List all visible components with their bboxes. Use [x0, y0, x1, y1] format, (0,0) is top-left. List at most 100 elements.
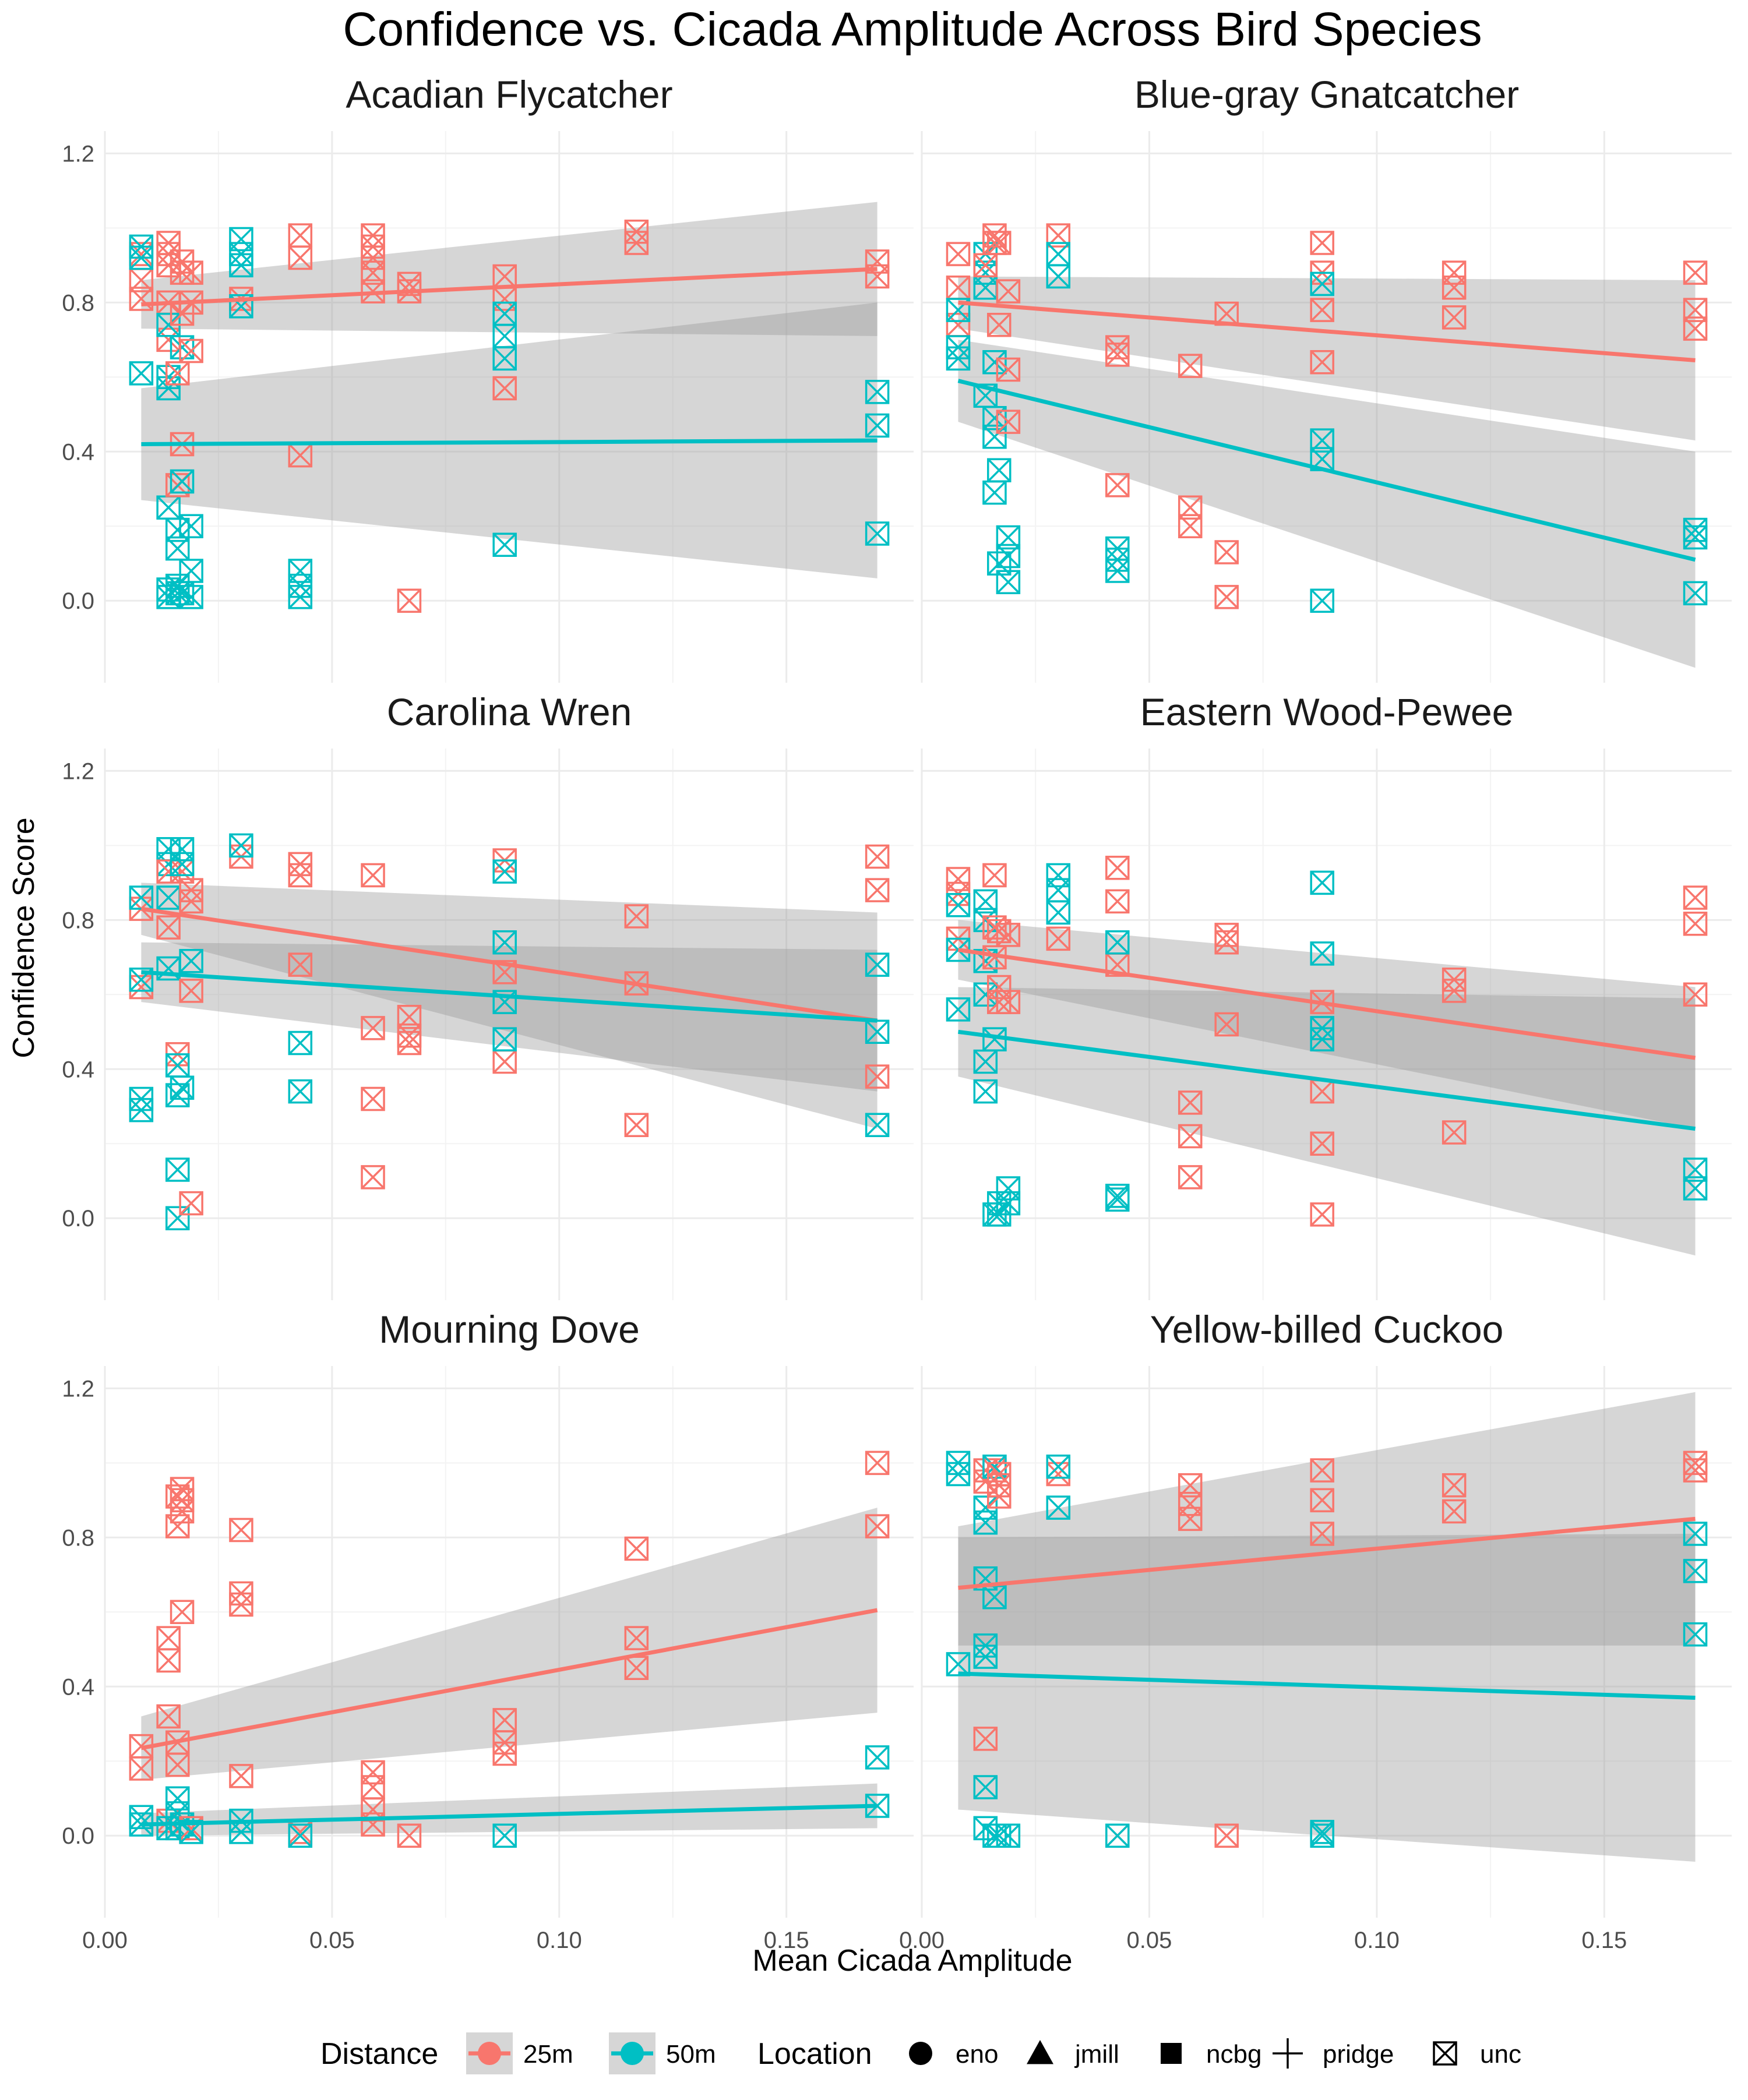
y-tick-label: 0.0 [62, 1823, 94, 1849]
data-point [987, 312, 1012, 337]
data-point [1046, 1455, 1071, 1479]
data-point [624, 231, 649, 255]
confidence-band-25m [958, 1392, 1696, 1646]
data-point [229, 1592, 253, 1617]
legend-label: jmill [1074, 2040, 1119, 2069]
data-point [1178, 1124, 1203, 1149]
data-point [288, 952, 313, 977]
legend-item-eno: eno [909, 2040, 998, 2069]
data-point [1310, 271, 1334, 297]
data-point [982, 1027, 1007, 1051]
trend-line-50m [958, 1671, 1696, 1700]
data-point [865, 1064, 890, 1089]
data-point [865, 1113, 890, 1138]
data-point [170, 1075, 195, 1100]
legend-label: pridge [1323, 2040, 1394, 2069]
data-point [492, 1741, 517, 1766]
confidence-band-50m [141, 942, 877, 1092]
trend-line-50m [957, 379, 1696, 562]
legend-label: eno [956, 2040, 998, 2069]
data-point [1310, 1458, 1334, 1483]
panel-carolina-wren: Carolina Wren 0.0 0.4 0.8 1.2 [62, 690, 914, 1300]
data-point [1105, 930, 1130, 955]
data-point [288, 1823, 313, 1848]
data-point [1683, 885, 1708, 910]
data-point [1683, 1458, 1708, 1483]
data-point [129, 361, 154, 386]
data-point [973, 1079, 998, 1104]
data-point [1310, 1027, 1334, 1051]
data-point [865, 1794, 890, 1818]
y-tick-label: 1.2 [62, 1376, 94, 1402]
data-point [179, 979, 203, 1003]
x-tick-label: 0.00 [899, 1928, 945, 1953]
data-points [946, 856, 1708, 1227]
panel-blue-gray-gnatcatcher: Blue-gray Gnatcatcher [921, 73, 1732, 683]
data-point [982, 863, 1007, 888]
trend-line-25m [140, 1608, 878, 1750]
legend: Distance 25m 50m Location eno jmill ncbg pridge… [320, 2032, 1521, 2074]
panel-acadian-flycatcher: Acadian Flycatcher 0.0 0.4 0.8 1.2 [62, 73, 914, 683]
data-point [1442, 305, 1467, 330]
legend-key-square [1161, 2043, 1182, 2064]
data-point [1310, 1823, 1334, 1848]
data-point [865, 413, 890, 438]
data-point [165, 1752, 190, 1777]
y-tick-label: 0.8 [62, 908, 94, 933]
data-point [1105, 889, 1130, 914]
data-point [1683, 525, 1708, 550]
data-point [170, 1600, 195, 1625]
data-point [361, 1165, 385, 1190]
data-point [1442, 1473, 1467, 1498]
confidence-band-50m [958, 340, 1696, 668]
y-tick-label: 0.8 [62, 290, 94, 316]
data-point [1105, 1823, 1130, 1848]
data-point [624, 1626, 649, 1650]
confidence-band-50m [141, 1783, 877, 1836]
data-point [179, 585, 203, 609]
data-point [1046, 264, 1071, 289]
legend-title-location: Location [757, 2037, 872, 2071]
trend-line-50m [958, 1029, 1696, 1131]
data-point [996, 923, 1021, 947]
data-point [229, 1517, 253, 1543]
trend-line-50m [141, 1803, 877, 1827]
legend-label: 50m [666, 2040, 716, 2069]
data-point [996, 990, 1021, 1014]
panel-title: Eastern Wood-Pewee [1140, 690, 1514, 733]
y-tick-label: 0.4 [62, 1674, 94, 1700]
data-point [1442, 979, 1467, 1003]
data-point [865, 1514, 890, 1538]
legend-key-triangle [1027, 2040, 1053, 2064]
y-tick-label: 0.8 [62, 1525, 94, 1551]
data-point [492, 859, 517, 884]
x-tick-label: 0.05 [309, 1928, 355, 1953]
confidence-band-50m [958, 1533, 1696, 1862]
data-point [973, 1644, 998, 1669]
data-point [1442, 1499, 1467, 1524]
data-point [179, 260, 203, 285]
data-point [179, 514, 203, 539]
x-axis-label: Mean Cicada Amplitude [752, 1944, 1072, 1978]
grid [104, 749, 914, 1300]
data-point [973, 1510, 998, 1535]
y-tick-label: 0.4 [62, 1057, 94, 1082]
data-point [1178, 1090, 1203, 1115]
grid [921, 131, 1732, 683]
data-point [1310, 870, 1334, 895]
data-point [1683, 911, 1708, 936]
data-point [288, 245, 313, 270]
data-point [361, 863, 385, 888]
data-point [1683, 1622, 1708, 1647]
data-point [996, 570, 1021, 594]
data-point [156, 376, 181, 401]
data-point [1046, 1495, 1071, 1520]
data-point [288, 585, 313, 609]
trend-line-25m [957, 948, 1696, 1060]
data-point [987, 1484, 1012, 1509]
data-point [987, 231, 1012, 255]
data-points [129, 1450, 890, 1848]
data-point [129, 245, 154, 270]
y-tick-label: 0.0 [62, 588, 94, 614]
data-point [1178, 354, 1203, 378]
